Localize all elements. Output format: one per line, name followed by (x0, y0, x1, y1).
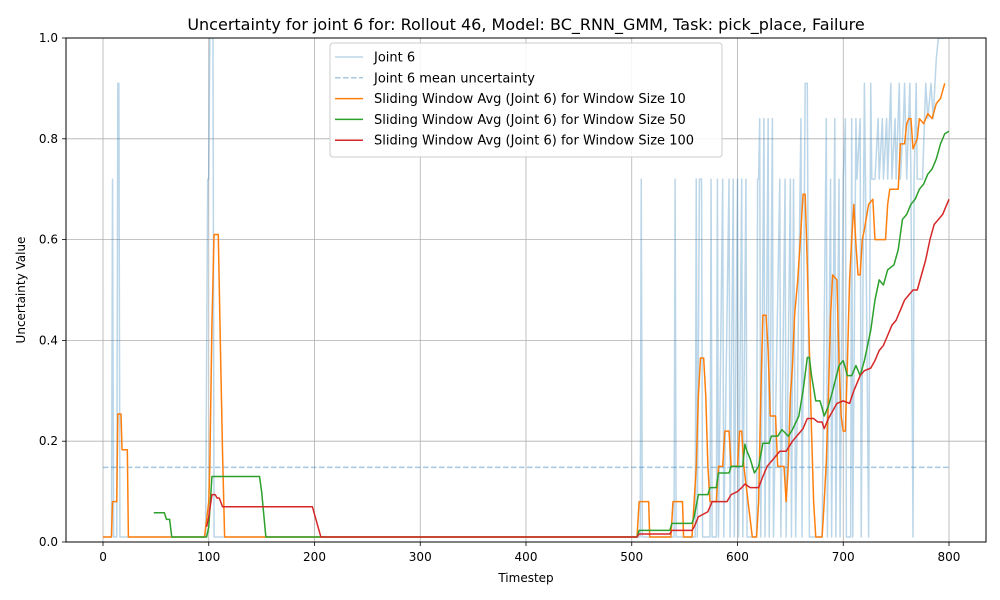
axis-ticks: 0 100 200 300 400 500 600 700 800 0.0 0.2 0.4 0.6 0.8… (39, 31, 961, 564)
y-tick-label: 0.0 (39, 535, 58, 549)
x-axis-title: Timestep (497, 571, 553, 585)
y-tick-label: 0.6 (39, 233, 58, 247)
x-tick-label: 200 (303, 550, 326, 564)
legend-label: Sliding Window Avg (Joint 6) for Window … (374, 134, 694, 149)
legend-label: Sliding Window Avg (Joint 6) for Window … (374, 92, 686, 107)
legend: Joint 6 Joint 6 mean uncertainty Sliding W… (329, 42, 723, 158)
x-tick-label: 400 (515, 550, 538, 564)
y-axis-title: Uncertainty Value (14, 237, 28, 344)
y-tick-label: 0.2 (39, 434, 58, 448)
legend-label: Sliding Window Avg (Joint 6) for Window … (374, 113, 686, 128)
legend-label: Joint 6 mean uncertainty (373, 71, 535, 86)
x-tick-label: 0 (99, 550, 107, 564)
y-tick-label: 0.8 (39, 132, 58, 146)
x-tick-label: 800 (938, 550, 961, 564)
x-tick-label: 300 (409, 550, 432, 564)
series-line-3 (103, 83, 946, 538)
x-tick-label: 700 (832, 550, 855, 564)
x-tick-label: 100 (197, 550, 220, 564)
series-line-5 (205, 198, 950, 538)
series-layer (103, 38, 950, 538)
chart-title: Uncertainty for joint 6 for: Rollout 46,… (187, 15, 864, 35)
x-tick-label: 500 (620, 550, 643, 564)
y-tick-label: 1.0 (39, 31, 58, 45)
x-tick-label: 600 (726, 550, 749, 564)
legend-label: Joint 6 (373, 51, 415, 66)
legend-box (329, 42, 723, 158)
y-tick-label: 0.4 (39, 333, 58, 347)
series-line-4 (153, 130, 950, 538)
